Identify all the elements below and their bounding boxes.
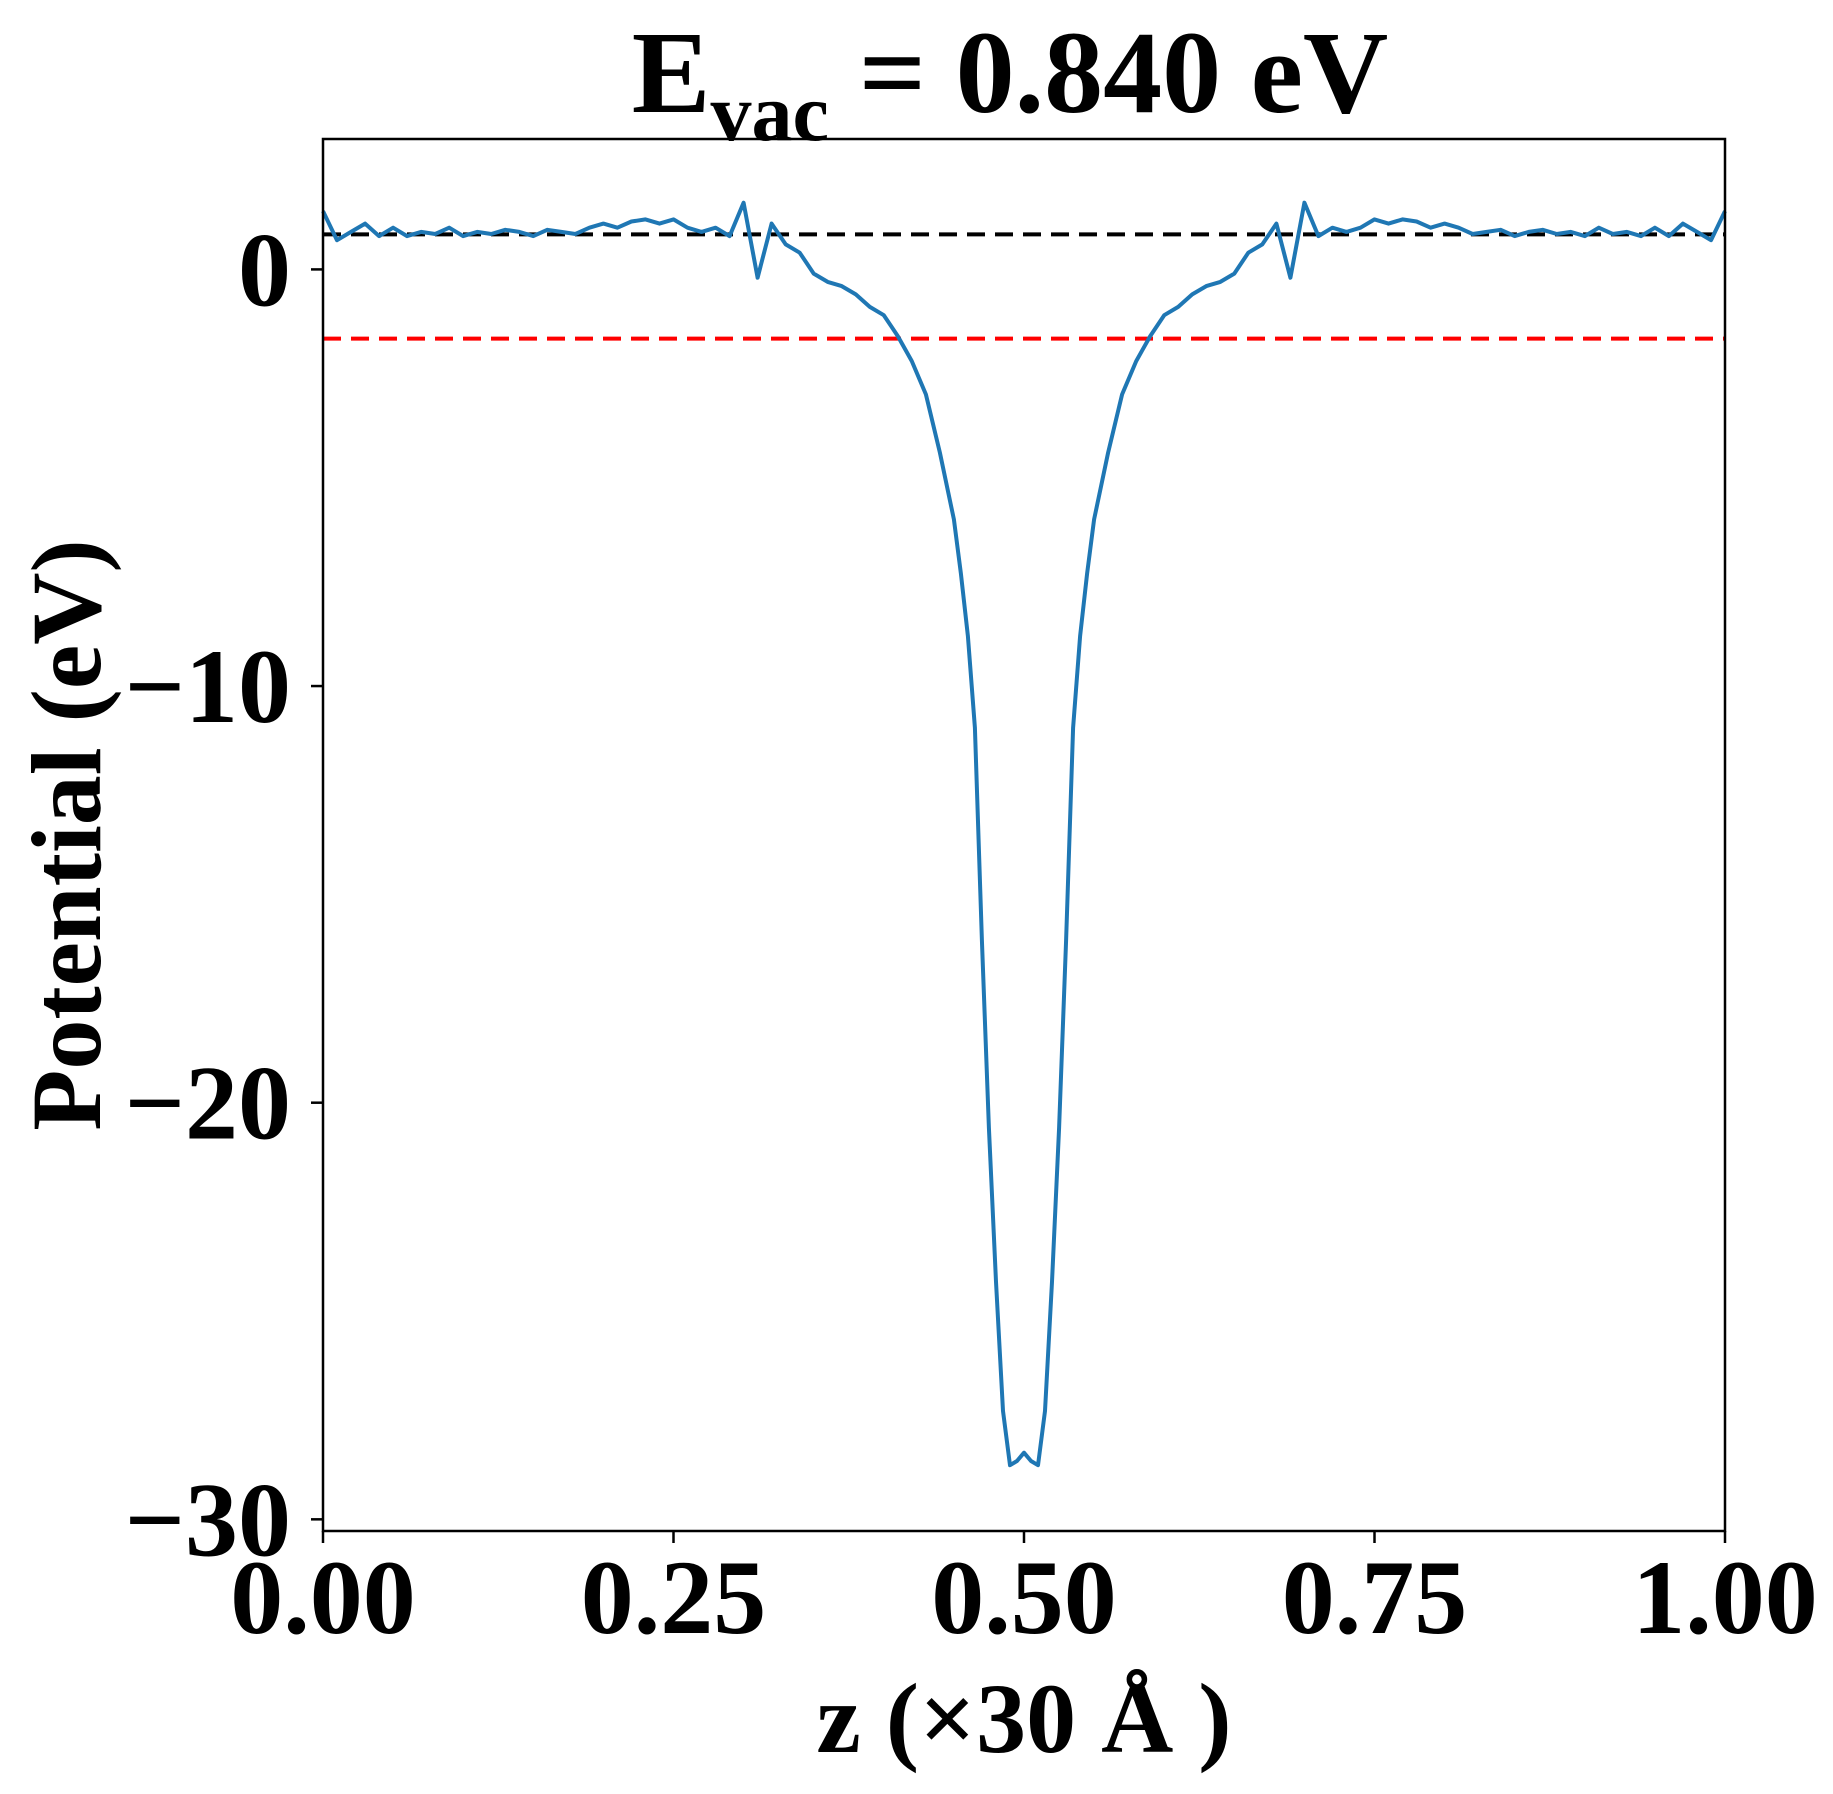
data-line: [321, 200, 1727, 1468]
title-rest: = 0.840 eV: [859, 7, 1388, 138]
title-subscript: vac: [710, 67, 828, 158]
y-tick-label: −30: [125, 1461, 291, 1578]
x-axis-label: z (×30 Å ): [816, 1663, 1231, 1774]
x-tick-label: 0.25: [581, 1539, 767, 1656]
title-main: E: [632, 7, 711, 138]
plot-frame: [321, 137, 1727, 1533]
chart-title: Evac = 0.840 eV: [632, 7, 1388, 158]
x-tick-label: 0.00: [230, 1539, 416, 1656]
y-tick-label: −20: [125, 1045, 291, 1162]
y-tick-label: 0: [238, 211, 291, 328]
x-tick-label: 0.75: [1282, 1539, 1468, 1656]
x-tick-label: 0.50: [931, 1539, 1117, 1656]
y-axis-label: Potential (eV): [11, 539, 122, 1130]
x-tick-label: 1.00: [1632, 1539, 1818, 1656]
y-tick-label: −10: [125, 628, 291, 745]
